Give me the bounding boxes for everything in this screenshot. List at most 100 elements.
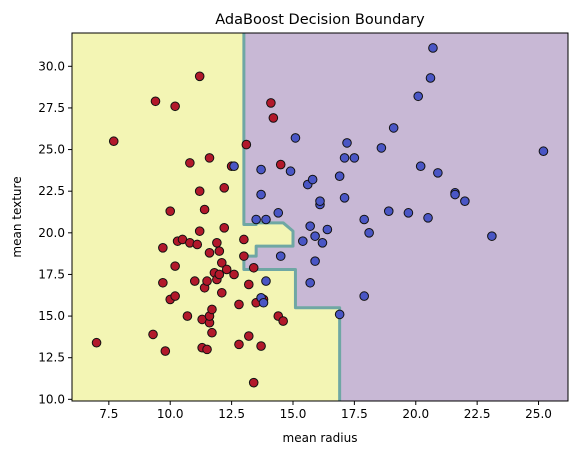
- data-point-class-0: [194, 71, 205, 82]
- data-point-class-1: [460, 196, 470, 206]
- data-point-class-1: [305, 277, 315, 288]
- y-tick-label: 22.5: [38, 184, 65, 198]
- decision-region-class-0: [72, 33, 340, 401]
- data-point-class-1: [423, 213, 433, 223]
- data-point-class-1: [359, 214, 369, 225]
- x-tick-label: 10.0: [157, 407, 184, 421]
- y-tick-label: 15.0: [38, 309, 65, 323]
- data-point-class-0: [185, 158, 195, 168]
- data-point-class-1: [415, 161, 426, 172]
- data-point-class-1: [339, 193, 350, 203]
- data-point-class-1: [322, 224, 333, 235]
- data-point-class-1: [251, 214, 261, 225]
- data-point-class-1: [413, 91, 424, 102]
- data-point-class-0: [248, 262, 259, 273]
- data-point-class-0: [229, 269, 239, 280]
- data-point-class-1: [388, 123, 399, 133]
- data-point-class-0: [170, 261, 180, 271]
- data-point-class-0: [160, 346, 171, 356]
- data-point-class-1: [229, 161, 239, 172]
- data-point-class-0: [202, 344, 212, 355]
- x-tick-label: 25.0: [525, 407, 552, 421]
- y-axis-title: mean texture: [10, 176, 24, 257]
- data-point-class-1: [298, 236, 308, 246]
- data-point-class-0: [219, 223, 230, 233]
- data-point-class-1: [315, 196, 325, 206]
- x-axis-title: mean radius: [283, 431, 358, 445]
- data-point-class-0: [207, 327, 217, 338]
- data-point-class-0: [212, 238, 222, 248]
- data-point-class-0: [108, 136, 119, 147]
- y-tick-label: 12.5: [38, 351, 65, 365]
- data-point-class-0: [194, 226, 205, 236]
- data-point-class-1: [310, 256, 320, 266]
- y-tick-label: 30.0: [38, 59, 65, 73]
- data-point-class-1: [334, 309, 345, 320]
- data-point-class-1: [290, 133, 301, 143]
- data-point-class-0: [216, 257, 227, 268]
- data-point-class-0: [202, 276, 212, 286]
- data-point-class-1: [428, 43, 438, 53]
- data-point-class-1: [261, 214, 271, 225]
- data-point-class-0: [268, 113, 279, 123]
- data-point-class-0: [182, 311, 193, 321]
- data-point-class-0: [266, 98, 276, 108]
- data-point-class-1: [256, 189, 266, 200]
- data-point-class-0: [214, 269, 225, 280]
- y-tick-label: 17.5: [38, 267, 65, 281]
- data-point-class-0: [204, 153, 215, 163]
- data-point-class-0: [278, 316, 288, 326]
- data-point-class-0: [91, 337, 102, 348]
- data-point-class-0: [216, 287, 227, 298]
- data-point-class-0: [221, 264, 232, 275]
- data-point-class-1: [339, 153, 350, 163]
- data-point-class-0: [148, 329, 158, 340]
- data-point-class-0: [150, 96, 161, 107]
- data-point-class-1: [334, 171, 345, 182]
- data-point-class-0: [170, 291, 180, 301]
- data-point-class-0: [199, 204, 210, 215]
- data-point-class-1: [433, 168, 443, 178]
- chart-title: AdaBoost Decision Boundary: [215, 12, 425, 28]
- data-point-class-1: [383, 206, 394, 216]
- data-point-class-0: [239, 234, 249, 245]
- data-point-class-0: [234, 339, 244, 350]
- data-point-class-1: [342, 138, 352, 148]
- data-point-class-1: [359, 291, 369, 301]
- data-point-class-1: [256, 164, 266, 175]
- data-point-class-1: [261, 276, 271, 286]
- y-tick-label: 27.5: [38, 101, 65, 115]
- plot-frame: [71, 32, 569, 402]
- data-point-class-0: [243, 331, 254, 341]
- x-tick-label: 7.5: [99, 407, 118, 421]
- data-point-class-0: [170, 101, 180, 112]
- data-point-class-0: [219, 183, 230, 193]
- x-axis: 7.5 10.0 12.5 15.0 17.5 20.0 22.5 25.0: [99, 401, 552, 421]
- data-point-class-0: [243, 279, 254, 290]
- data-point-class-1: [317, 238, 328, 248]
- x-tick-label: 17.5: [341, 407, 368, 421]
- y-tick-label: 10.0: [38, 392, 65, 406]
- scatter-points: [91, 43, 549, 388]
- data-point-class-0: [165, 206, 176, 216]
- data-point-class-1: [310, 231, 320, 241]
- data-point-class-0: [194, 186, 205, 196]
- data-point-class-1: [450, 189, 460, 200]
- data-point-class-1: [307, 174, 318, 185]
- data-point-class-0: [256, 341, 266, 351]
- data-point-class-0: [158, 243, 168, 253]
- data-point-class-0: [158, 277, 168, 288]
- y-tick-label: 25.0: [38, 143, 65, 157]
- data-point-class-1: [376, 143, 387, 153]
- data-point-class-1: [349, 153, 360, 163]
- data-point-class-1: [364, 228, 374, 238]
- data-point-class-0: [275, 159, 286, 170]
- data-point-class-1: [305, 221, 315, 231]
- y-axis: 10.0 12.5 15.0 17.5 20.0 22.5 25.0 27.5 30.0: [38, 59, 72, 406]
- data-point-class-1: [258, 297, 269, 308]
- data-point-class-0: [204, 248, 215, 258]
- data-point-class-1: [275, 251, 286, 261]
- data-point-class-0: [192, 239, 203, 250]
- data-point-class-0: [241, 139, 252, 150]
